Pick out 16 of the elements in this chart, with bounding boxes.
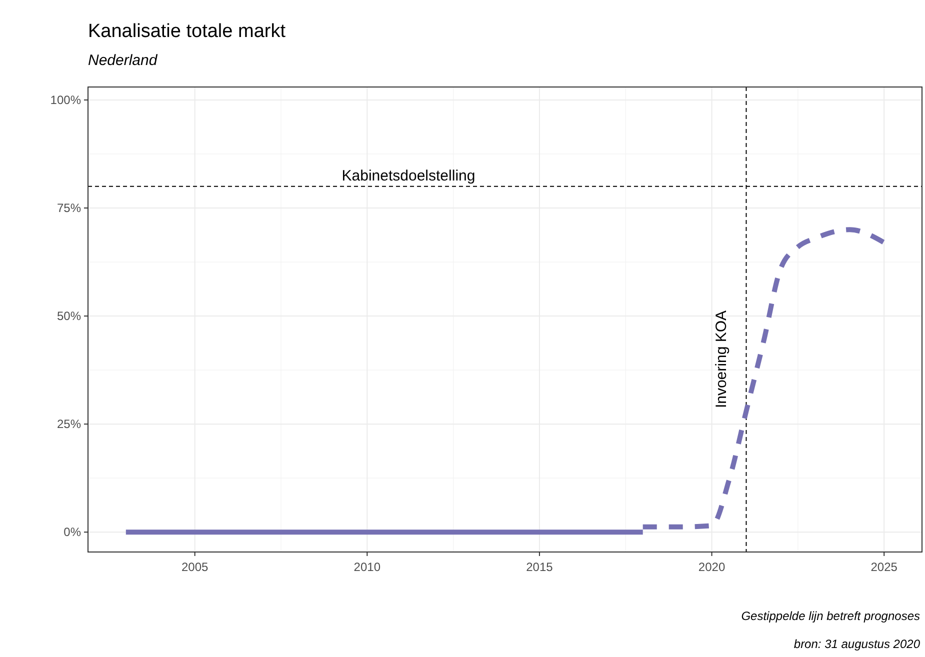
y-tick-label: 25% <box>56 417 82 432</box>
x-tick-label: 2005 <box>181 560 209 574</box>
text: Gestippelde lijn betreft prognoses <box>741 609 920 623</box>
ref-line-label: Kabinetsdoelstelling <box>342 167 476 184</box>
x-tick-label: 2015 <box>526 560 554 574</box>
chart-subtitle: Nederland <box>88 52 158 69</box>
ref-line-label: Invoering KOA <box>713 310 730 408</box>
y-tick-label: 100% <box>50 92 82 107</box>
x-tick-label: 2020 <box>698 560 726 574</box>
y-tick-label: 50% <box>56 309 82 324</box>
y-tick-label: 0% <box>64 525 82 540</box>
text: bron: 31 augustus 2020 <box>794 637 920 651</box>
x-tick-label: 2025 <box>870 560 898 574</box>
x-tick-label: 2010 <box>354 560 381 574</box>
y-tick-label: 75% <box>56 201 82 216</box>
chart-title: Kanalisatie totale markt <box>88 21 286 42</box>
